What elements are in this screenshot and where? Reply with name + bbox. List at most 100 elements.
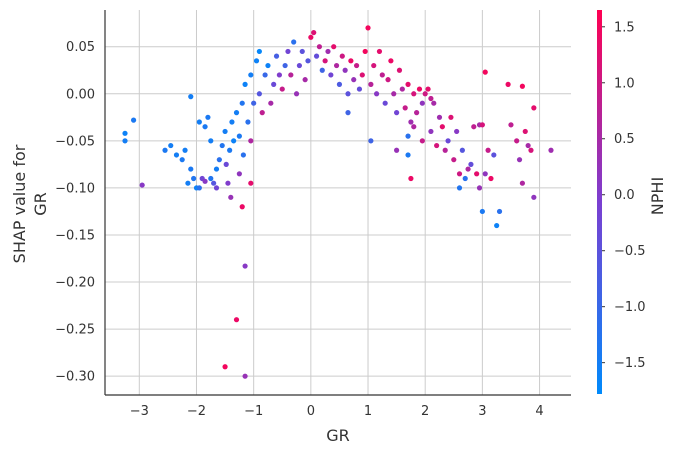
data-point [213, 166, 220, 172]
y-tick-label: 0.05 [66, 40, 95, 55]
data-point [465, 166, 471, 172]
y-tick-labels: 0.05 0.00 −0.05 −0.10 −0.15 −0.20 −0.25 −0.30 [55, 40, 95, 384]
data-point [451, 157, 457, 163]
data-point [305, 58, 311, 64]
data-point [345, 91, 351, 97]
data-point [253, 58, 260, 64]
data-point [308, 34, 314, 40]
data-point [259, 110, 265, 116]
data-point [399, 86, 405, 92]
data-point [122, 138, 128, 144]
data-point [236, 133, 242, 139]
data-point [313, 53, 320, 59]
data-point [333, 62, 340, 69]
data-point [548, 147, 554, 153]
data-point [211, 180, 217, 186]
data-point [227, 147, 233, 153]
data-point [402, 105, 408, 111]
data-point [373, 91, 380, 97]
x-tick-labels: −3 −2 −1 0 1 2 3 4 [130, 404, 544, 419]
data-point [213, 185, 220, 191]
y-tick-label: −0.05 [55, 134, 95, 149]
y-tick-label: −0.20 [55, 276, 95, 291]
data-point [342, 67, 348, 73]
data-point [436, 114, 443, 120]
data-point [359, 72, 365, 78]
data-point [482, 171, 488, 177]
data-point [514, 138, 520, 144]
data-point [488, 175, 494, 182]
data-point [248, 72, 254, 78]
data-point [231, 138, 237, 144]
data-point [531, 105, 537, 111]
data-point [130, 117, 137, 123]
data-point [139, 182, 145, 188]
data-point [202, 178, 208, 184]
data-point [508, 122, 514, 128]
data-point [394, 147, 400, 153]
data-point [522, 128, 528, 135]
data-point [288, 72, 294, 78]
x-tick-label: 0 [307, 404, 315, 419]
data-point [322, 58, 328, 64]
data-point [471, 124, 477, 130]
data-point [528, 147, 534, 153]
data-point [448, 114, 454, 120]
data-point [262, 72, 268, 78]
data-point [282, 62, 288, 69]
data-point [233, 317, 240, 323]
data-point [233, 110, 240, 116]
data-point [396, 67, 403, 73]
y-tick-label: −0.30 [55, 370, 95, 385]
colorbar-tick-label: 0.5 [614, 132, 635, 147]
data-point [325, 48, 331, 55]
data-point [225, 180, 231, 186]
data-point [188, 94, 194, 100]
data-point [494, 222, 500, 229]
data-point [279, 86, 285, 92]
data-point [371, 62, 377, 69]
data-point [188, 166, 194, 172]
data-point [368, 81, 374, 87]
data-point [273, 53, 280, 59]
colorbar-tick-label: 0.0 [614, 188, 635, 203]
data-point [268, 100, 274, 106]
data-point [179, 157, 185, 163]
data-point [496, 208, 503, 215]
data-point [239, 204, 245, 210]
data-point [202, 124, 208, 130]
data-point [293, 91, 300, 97]
data-point [479, 122, 485, 128]
x-tick-label: −1 [244, 404, 263, 419]
data-point [191, 175, 197, 182]
colorbar [597, 10, 602, 394]
colorbar-tick-label: −0.5 [614, 244, 646, 259]
data-point [519, 83, 525, 89]
data-point [229, 119, 235, 125]
data-point [328, 72, 334, 78]
data-point [256, 91, 262, 97]
y-axis-label-line1: SHAP value for [10, 144, 29, 263]
x-tick-label: 2 [421, 404, 429, 419]
data-point [291, 39, 297, 45]
y-gridlines [105, 46, 571, 377]
data-point [196, 185, 202, 191]
data-point [531, 194, 537, 200]
data-point [482, 69, 488, 75]
data-point [205, 114, 211, 120]
data-point [162, 147, 168, 153]
data-point [296, 62, 303, 69]
y-tick-label: −0.25 [55, 323, 95, 338]
data-point [405, 81, 411, 87]
data-point [248, 138, 254, 144]
data-point [474, 171, 480, 177]
y-tick-label: −0.10 [55, 181, 95, 196]
colorbar-tick-labels: 1.5 1.0 0.5 0.0 −0.5 −1.0 −1.5 [602, 20, 646, 371]
data-point [442, 147, 448, 153]
data-point [185, 180, 191, 186]
data-point [182, 147, 188, 153]
data-point [491, 152, 497, 158]
data-point [223, 161, 229, 167]
data-point [276, 72, 282, 78]
data-point [168, 142, 174, 149]
